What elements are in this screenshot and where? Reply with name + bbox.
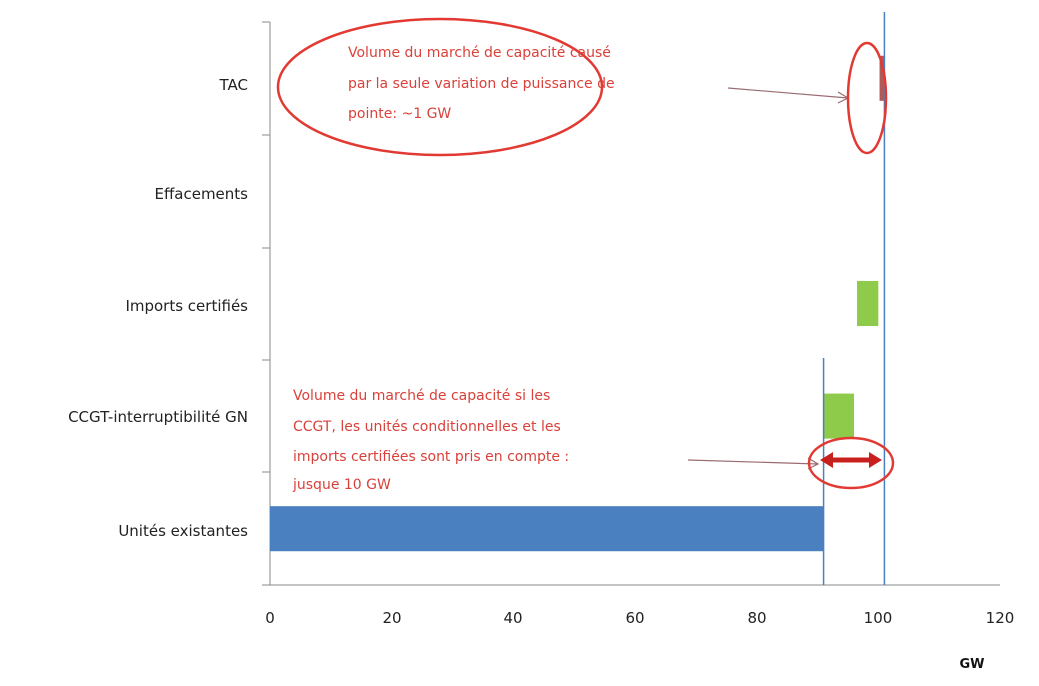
category-label-effacements: Effacements [154,185,248,203]
annotation-top-ellipse [276,17,604,157]
x-tick-80: 80 [747,609,766,627]
annotation-top-target-ellipse [846,41,888,155]
x-tick-0: 0 [265,609,275,627]
bar-ccgt [823,393,854,439]
range-double-arrow-right-head [869,452,882,468]
annotation-bottom-arrow [687,459,819,465]
bar-unites-existantes [270,506,824,552]
category-label-imports-certifies: Imports certifiés [125,297,248,315]
annotation-top: Volume du marché de capacité causé par l… [276,17,888,157]
range-double-arrow-left-head [820,452,833,468]
annotation-top-line-2: par la seule variation de puissance de [348,76,615,92]
category-label-unites-existantes: Unités existantes [118,522,248,540]
annotation-bottom-arrowhead [807,457,820,470]
annotation-bottom-line-3: imports certifiées sont pris en compte : [293,449,569,465]
category-label-tac: TAC [219,76,248,94]
annotation-bottom: Volume du marché de capacité si les CCGT… [292,388,895,493]
x-tick-120: 120 [986,609,1015,627]
x-tick-40: 40 [503,609,522,627]
bar-imports-certifies [857,280,879,327]
x-tick-20: 20 [382,609,401,627]
bar-tac [879,55,885,101]
category-label-ccgt: CCGT-interruptibilité GN [68,408,248,426]
category-ticks [262,21,270,586]
annotation-bottom-target-ellipse [807,436,895,490]
annotation-bottom-line-2: CCGT, les unités conditionnelles et les [293,419,561,435]
x-tick-60: 60 [625,609,644,627]
annotation-top-arrow [727,87,849,99]
annotation-bottom-line-4: jusque 10 GW [292,477,391,493]
annotation-top-line-3: pointe: ~1 GW [348,106,451,122]
annotation-top-line-1: Volume du marché de capacité causé [348,45,611,61]
x-unit-label: GW [959,657,984,672]
annotation-bottom-line-1: Volume du marché de capacité si les [293,388,550,404]
x-tick-100: 100 [864,609,893,627]
